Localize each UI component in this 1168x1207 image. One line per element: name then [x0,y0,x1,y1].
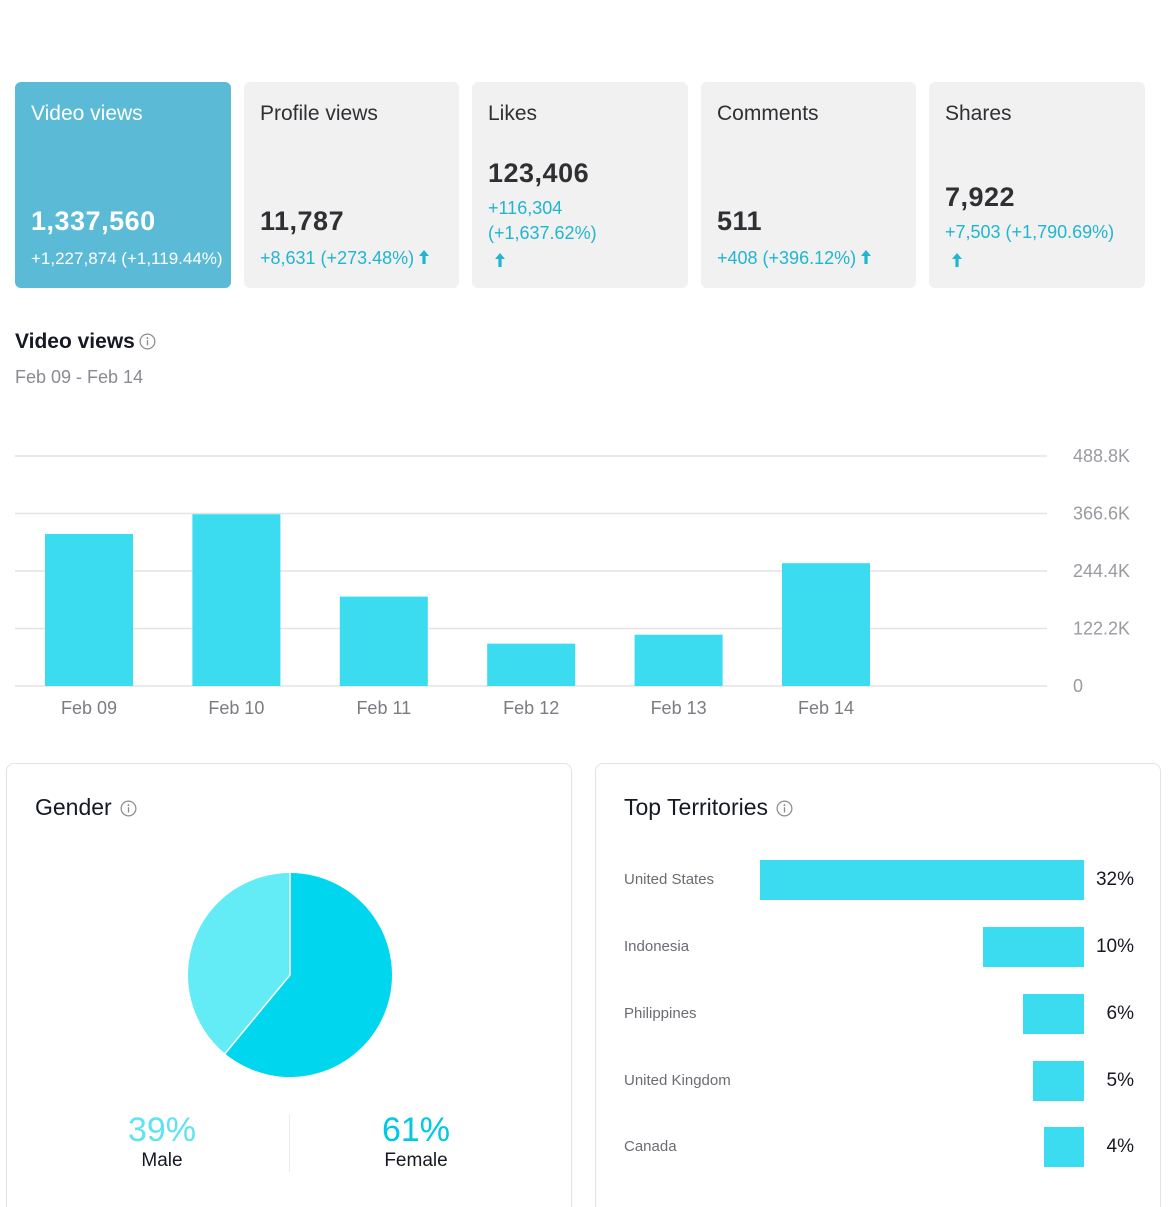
metric-change: +116,304 [488,198,563,218]
bar[interactable] [634,634,723,686]
territory-row: Canada 4% [596,1127,1160,1167]
info-icon[interactable] [776,800,793,817]
bar[interactable] [487,643,576,686]
metric-change: +7,503 (+1,790.69%) [945,222,1115,242]
territory-bar [1023,994,1084,1034]
metric-value: 11,787 [260,206,345,236]
x-tick-label: Feb 10 [208,698,264,718]
territory-name: Canada [624,1138,677,1155]
metric-change-row: +408 (+396.12%) [717,246,872,271]
metric-value: 123,406 [488,158,590,188]
video-views-heading: Video views [15,330,156,354]
territory-name: United Kingdom [624,1072,731,1089]
arrow-up-icon [419,250,430,264]
metric-change: +8,631 (+273.48%) [260,248,415,268]
pie-slice-male[interactable] [188,873,290,1054]
y-tick-label: 122.2K [1073,619,1130,639]
info-icon[interactable] [120,800,137,817]
female-percent: 61% [381,1111,451,1149]
arrow-up-icon [495,253,505,267]
territory-bar [1033,1061,1084,1101]
territory-bar [1043,1127,1084,1167]
metric-change-percent: (+1,637.62%) [488,223,597,243]
panel-title-text: Gender [35,794,112,820]
divider [289,1114,290,1172]
metric-value: 7,922 [945,182,1016,212]
female-label: Female [384,1150,448,1171]
bar[interactable] [45,534,133,686]
y-tick-label: 244.4K [1073,561,1130,581]
gender-panel: Gender 39% Male 61% Female [6,763,572,1207]
x-tick-label: Feb 12 [503,698,559,718]
territory-percent: 4% [1106,1136,1134,1157]
bar[interactable] [192,514,281,686]
territory-row: United States 32% [596,860,1160,900]
pie-separator [224,974,291,1055]
date-range: Feb 09 - Feb 14 [15,367,144,387]
territory-percent: 32% [1095,869,1134,890]
gender-stat-male: 39% Male [62,1110,262,1172]
x-tick-label: Feb 14 [798,698,854,718]
arrow-up-icon [861,250,872,264]
territory-bar [760,860,1084,900]
territory-bar [982,927,1084,967]
x-tick-label: Feb 09 [61,698,117,718]
arrow-up-icon [952,253,962,267]
territory-row: United Kingdom 5% [596,1061,1160,1101]
x-tick-label: Feb 11 [356,698,411,718]
territory-percent: 6% [1106,1003,1134,1024]
metric-change-row: +8,631 (+273.48%) [260,246,430,271]
y-tick-label: 366.6K [1073,504,1130,524]
metric-card-comments[interactable]: Comments 511 +408 (+396.12%) [701,82,916,288]
section-title-text: Video views [15,330,135,353]
x-tick-label: Feb 13 [651,698,707,718]
territory-name: United States [624,871,715,888]
gender-stat-female: 61% Female [316,1110,516,1172]
metric-title: Video views [31,102,143,125]
y-tick-label: 488.8K [1073,446,1130,466]
metric-value: 1,337,560 [31,206,156,236]
gender-heading: Gender [35,794,137,821]
y-tick-label: 0 [1073,676,1083,696]
bar[interactable] [339,596,428,686]
metric-title: Comments [717,102,819,125]
territory-percent: 5% [1106,1070,1134,1091]
metric-title: Profile views [260,102,378,125]
territory-percent: 10% [1095,936,1134,957]
male-percent: 39% [127,1111,197,1149]
pie-slice-female[interactable] [224,873,392,1077]
metric-card-likes[interactable]: Likes 123,406 +116,304 (+1,637.62%) [472,82,688,288]
panel-title-text: Top Territories [624,794,769,820]
metric-card-profile-views[interactable]: Profile views 11,787 +8,631 (+273.48%) [244,82,459,288]
territory-row: Indonesia 10% [596,927,1160,967]
territory-row: Philippines 6% [596,994,1160,1034]
gender-pie-chart [188,873,392,1077]
metric-title: Shares [945,102,1012,125]
metric-value: 511 [717,206,763,236]
territories-heading: Top Territories [624,794,793,821]
metric-card-shares[interactable]: Shares 7,922 +7,503 (+1,790.69%) [929,82,1145,288]
metric-title: Likes [488,102,538,125]
metric-change: +408 (+396.12%) [717,248,857,268]
territories-panel: Top Territories United States 32% Indone… [595,763,1161,1207]
metric-change: +1,227,874 (+1,119.44%) [31,249,223,268]
bar[interactable] [782,563,870,686]
male-label: Male [141,1150,183,1171]
territory-name: Philippines [624,1005,697,1022]
territory-name: Indonesia [624,938,690,955]
video-views-bar-chart: 0 122.2K 244.4K 366.6K 488.8K Feb 09 Feb 10 Feb… [15,446,1130,718]
metric-card-video-views[interactable]: Video views 1,337,560 +1,227,874 (+1,119… [15,82,231,288]
info-icon[interactable] [139,333,156,350]
